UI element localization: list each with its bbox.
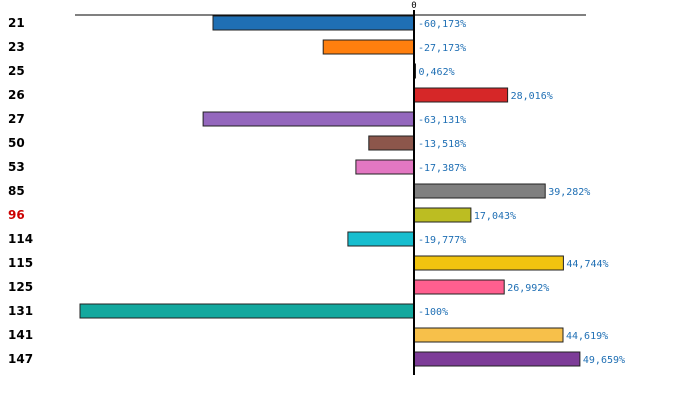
category-label-141: 141 bbox=[8, 328, 33, 342]
category-label-115: 115 bbox=[8, 256, 33, 270]
category-label-85: 85 bbox=[8, 184, 25, 198]
bar-50 bbox=[368, 135, 415, 151]
category-label-125: 125 bbox=[8, 280, 33, 294]
bar-26 bbox=[413, 87, 509, 103]
value-label-21: -60,173% bbox=[418, 19, 466, 30]
bar-21 bbox=[212, 15, 415, 31]
value-label-131: -100% bbox=[418, 307, 448, 318]
value-label-85: 39,282% bbox=[548, 187, 590, 198]
value-label-50: -13,518% bbox=[418, 139, 466, 150]
value-label-96: 17,043% bbox=[474, 211, 516, 222]
category-label-25: 25 bbox=[8, 64, 25, 78]
category-label-26: 26 bbox=[8, 88, 25, 102]
category-label-131: 131 bbox=[8, 304, 33, 318]
bar-141 bbox=[413, 327, 564, 343]
value-label-26: 28,016% bbox=[511, 91, 553, 102]
bar-53 bbox=[355, 159, 415, 175]
value-label-147: 49,659% bbox=[583, 355, 625, 366]
bar-85 bbox=[413, 183, 546, 199]
value-label-23: -27,173% bbox=[418, 43, 466, 54]
value-label-115: 44,744% bbox=[566, 259, 608, 270]
value-label-125: 26,992% bbox=[507, 283, 549, 294]
category-label-23: 23 bbox=[8, 40, 25, 54]
category-label-96: 96 bbox=[8, 208, 25, 222]
bar-131 bbox=[79, 303, 415, 319]
category-label-147: 147 bbox=[8, 352, 33, 366]
value-label-25: 0,462% bbox=[419, 67, 455, 78]
value-label-27: -63,131% bbox=[418, 115, 466, 126]
value-label-114: -19,777% bbox=[418, 235, 466, 246]
bar-96 bbox=[413, 207, 472, 223]
category-label-21: 21 bbox=[8, 16, 25, 30]
bar-27 bbox=[202, 111, 415, 127]
bar-115 bbox=[413, 255, 564, 271]
category-label-114: 114 bbox=[8, 232, 33, 246]
bar-147 bbox=[413, 351, 581, 367]
category-label-27: 27 bbox=[8, 112, 25, 126]
bar-23 bbox=[322, 39, 415, 55]
value-label-53: -17,387% bbox=[418, 163, 466, 174]
value-label-141: 44,619% bbox=[566, 331, 608, 342]
bar-114 bbox=[347, 231, 415, 247]
category-label-50: 50 bbox=[8, 136, 25, 150]
bar-125 bbox=[413, 279, 505, 295]
zero-tick-label: 0 bbox=[411, 1, 416, 11]
category-label-53: 53 bbox=[8, 160, 25, 174]
